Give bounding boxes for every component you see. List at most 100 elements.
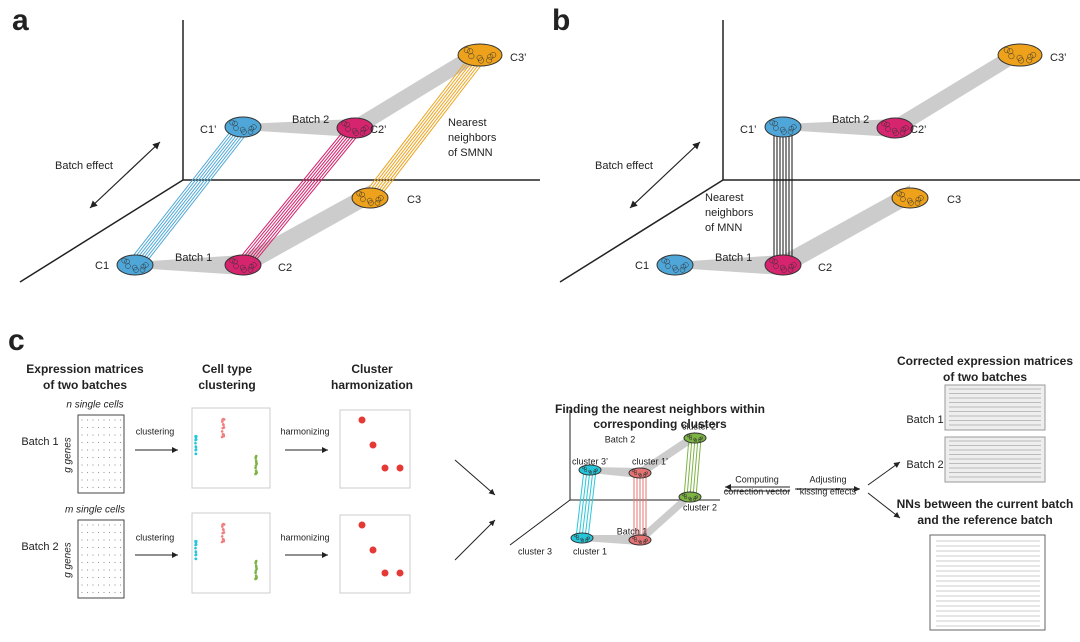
label: a xyxy=(12,4,29,37)
cell xyxy=(643,540,647,544)
matrix-dot xyxy=(86,441,89,444)
cell xyxy=(359,191,365,198)
line xyxy=(137,126,247,266)
matrix-dot xyxy=(108,531,111,534)
matrix-dot xyxy=(108,546,111,549)
matrix-dot xyxy=(81,479,83,481)
matrix-dot xyxy=(114,546,116,549)
cell xyxy=(769,257,775,264)
matrix-dot xyxy=(108,539,111,541)
matrix-dot xyxy=(119,546,122,549)
label: of SMNN xyxy=(448,147,493,159)
line xyxy=(692,437,699,498)
label: C1’ xyxy=(740,124,757,136)
matrix-dot xyxy=(103,554,105,556)
matrix-dot xyxy=(81,464,83,466)
cell xyxy=(693,496,697,500)
matrix-dot xyxy=(108,419,111,421)
label: C3 xyxy=(947,194,961,206)
matrix-dot xyxy=(114,479,116,481)
line xyxy=(363,54,475,199)
matrix-dot xyxy=(86,531,89,534)
matrix-dot xyxy=(119,554,122,556)
line xyxy=(89,141,161,209)
label: Batch 2 xyxy=(832,114,869,126)
label: cluster 2 xyxy=(683,502,717,512)
matrix-dot xyxy=(97,539,100,541)
matrix-dot xyxy=(119,561,122,564)
matrix-dot xyxy=(92,479,94,481)
cell xyxy=(686,434,690,438)
line xyxy=(143,126,253,266)
matrix-dot xyxy=(119,539,122,541)
cell xyxy=(232,258,238,265)
label: C1 xyxy=(635,260,649,272)
line xyxy=(128,126,238,266)
scatter-dot xyxy=(222,531,226,534)
matrix-dot xyxy=(97,524,100,526)
matrix-dot xyxy=(108,569,111,571)
cell xyxy=(684,496,688,500)
label: Expression matrices xyxy=(26,362,144,376)
label: of two batches xyxy=(43,378,127,392)
line xyxy=(245,127,359,266)
matrix-dot xyxy=(114,419,116,421)
line xyxy=(140,126,250,266)
line xyxy=(236,127,350,266)
label: clustering xyxy=(198,378,255,392)
line xyxy=(629,141,701,209)
matrix-dot xyxy=(108,456,111,459)
scatter-dot xyxy=(254,571,257,575)
label: C1 xyxy=(95,260,109,272)
matrix-dot xyxy=(86,591,89,594)
label: clustering xyxy=(136,532,175,542)
matrix-dot xyxy=(86,569,89,571)
scatter-dot xyxy=(194,445,198,448)
scatter-dot xyxy=(194,543,197,547)
cell xyxy=(478,57,485,64)
matrix-dot xyxy=(81,546,83,549)
label: Batch 2 xyxy=(906,459,943,471)
cell xyxy=(344,121,350,128)
matrix-dot xyxy=(119,479,122,481)
decorations xyxy=(19,20,1080,631)
matrix-dot xyxy=(97,426,100,429)
matrix-dot xyxy=(81,531,83,534)
matrix-dot xyxy=(86,524,89,526)
label: NNs between the current batch xyxy=(897,497,1074,511)
cell xyxy=(468,53,475,60)
label: Batch 2 xyxy=(605,434,636,444)
cell xyxy=(248,125,255,132)
matrix-dot xyxy=(97,456,100,459)
label: “kissing effects” xyxy=(797,486,859,496)
matrix-dot xyxy=(86,554,89,556)
cell xyxy=(247,129,254,135)
matrix-dot xyxy=(86,539,89,541)
label: corresponding clusters xyxy=(593,417,727,431)
label: of two batches xyxy=(943,370,1027,384)
label: Cluster xyxy=(351,362,393,376)
label: m single cells xyxy=(65,505,125,516)
scatter-dot xyxy=(254,564,258,568)
cell xyxy=(899,191,905,198)
cell xyxy=(359,130,366,136)
scatter-dot xyxy=(254,569,258,573)
matrix-dot xyxy=(119,576,122,579)
label: harmonizing xyxy=(280,426,329,436)
matrix-dot xyxy=(114,486,116,489)
matrix-dot xyxy=(119,449,122,451)
cell xyxy=(585,538,589,542)
label: neighbors xyxy=(448,132,497,144)
matrix-dot xyxy=(92,449,94,451)
matrix-dot xyxy=(108,486,111,489)
dot xyxy=(369,546,377,554)
cell xyxy=(487,53,494,60)
matrix-dot xyxy=(103,464,105,466)
label: g genes xyxy=(63,542,74,578)
scatter-dot xyxy=(254,466,257,470)
matrix-dot xyxy=(103,591,105,594)
cell xyxy=(694,438,698,442)
cell xyxy=(900,196,906,202)
matrix-dot xyxy=(81,486,83,489)
matrix-dot xyxy=(97,441,100,444)
